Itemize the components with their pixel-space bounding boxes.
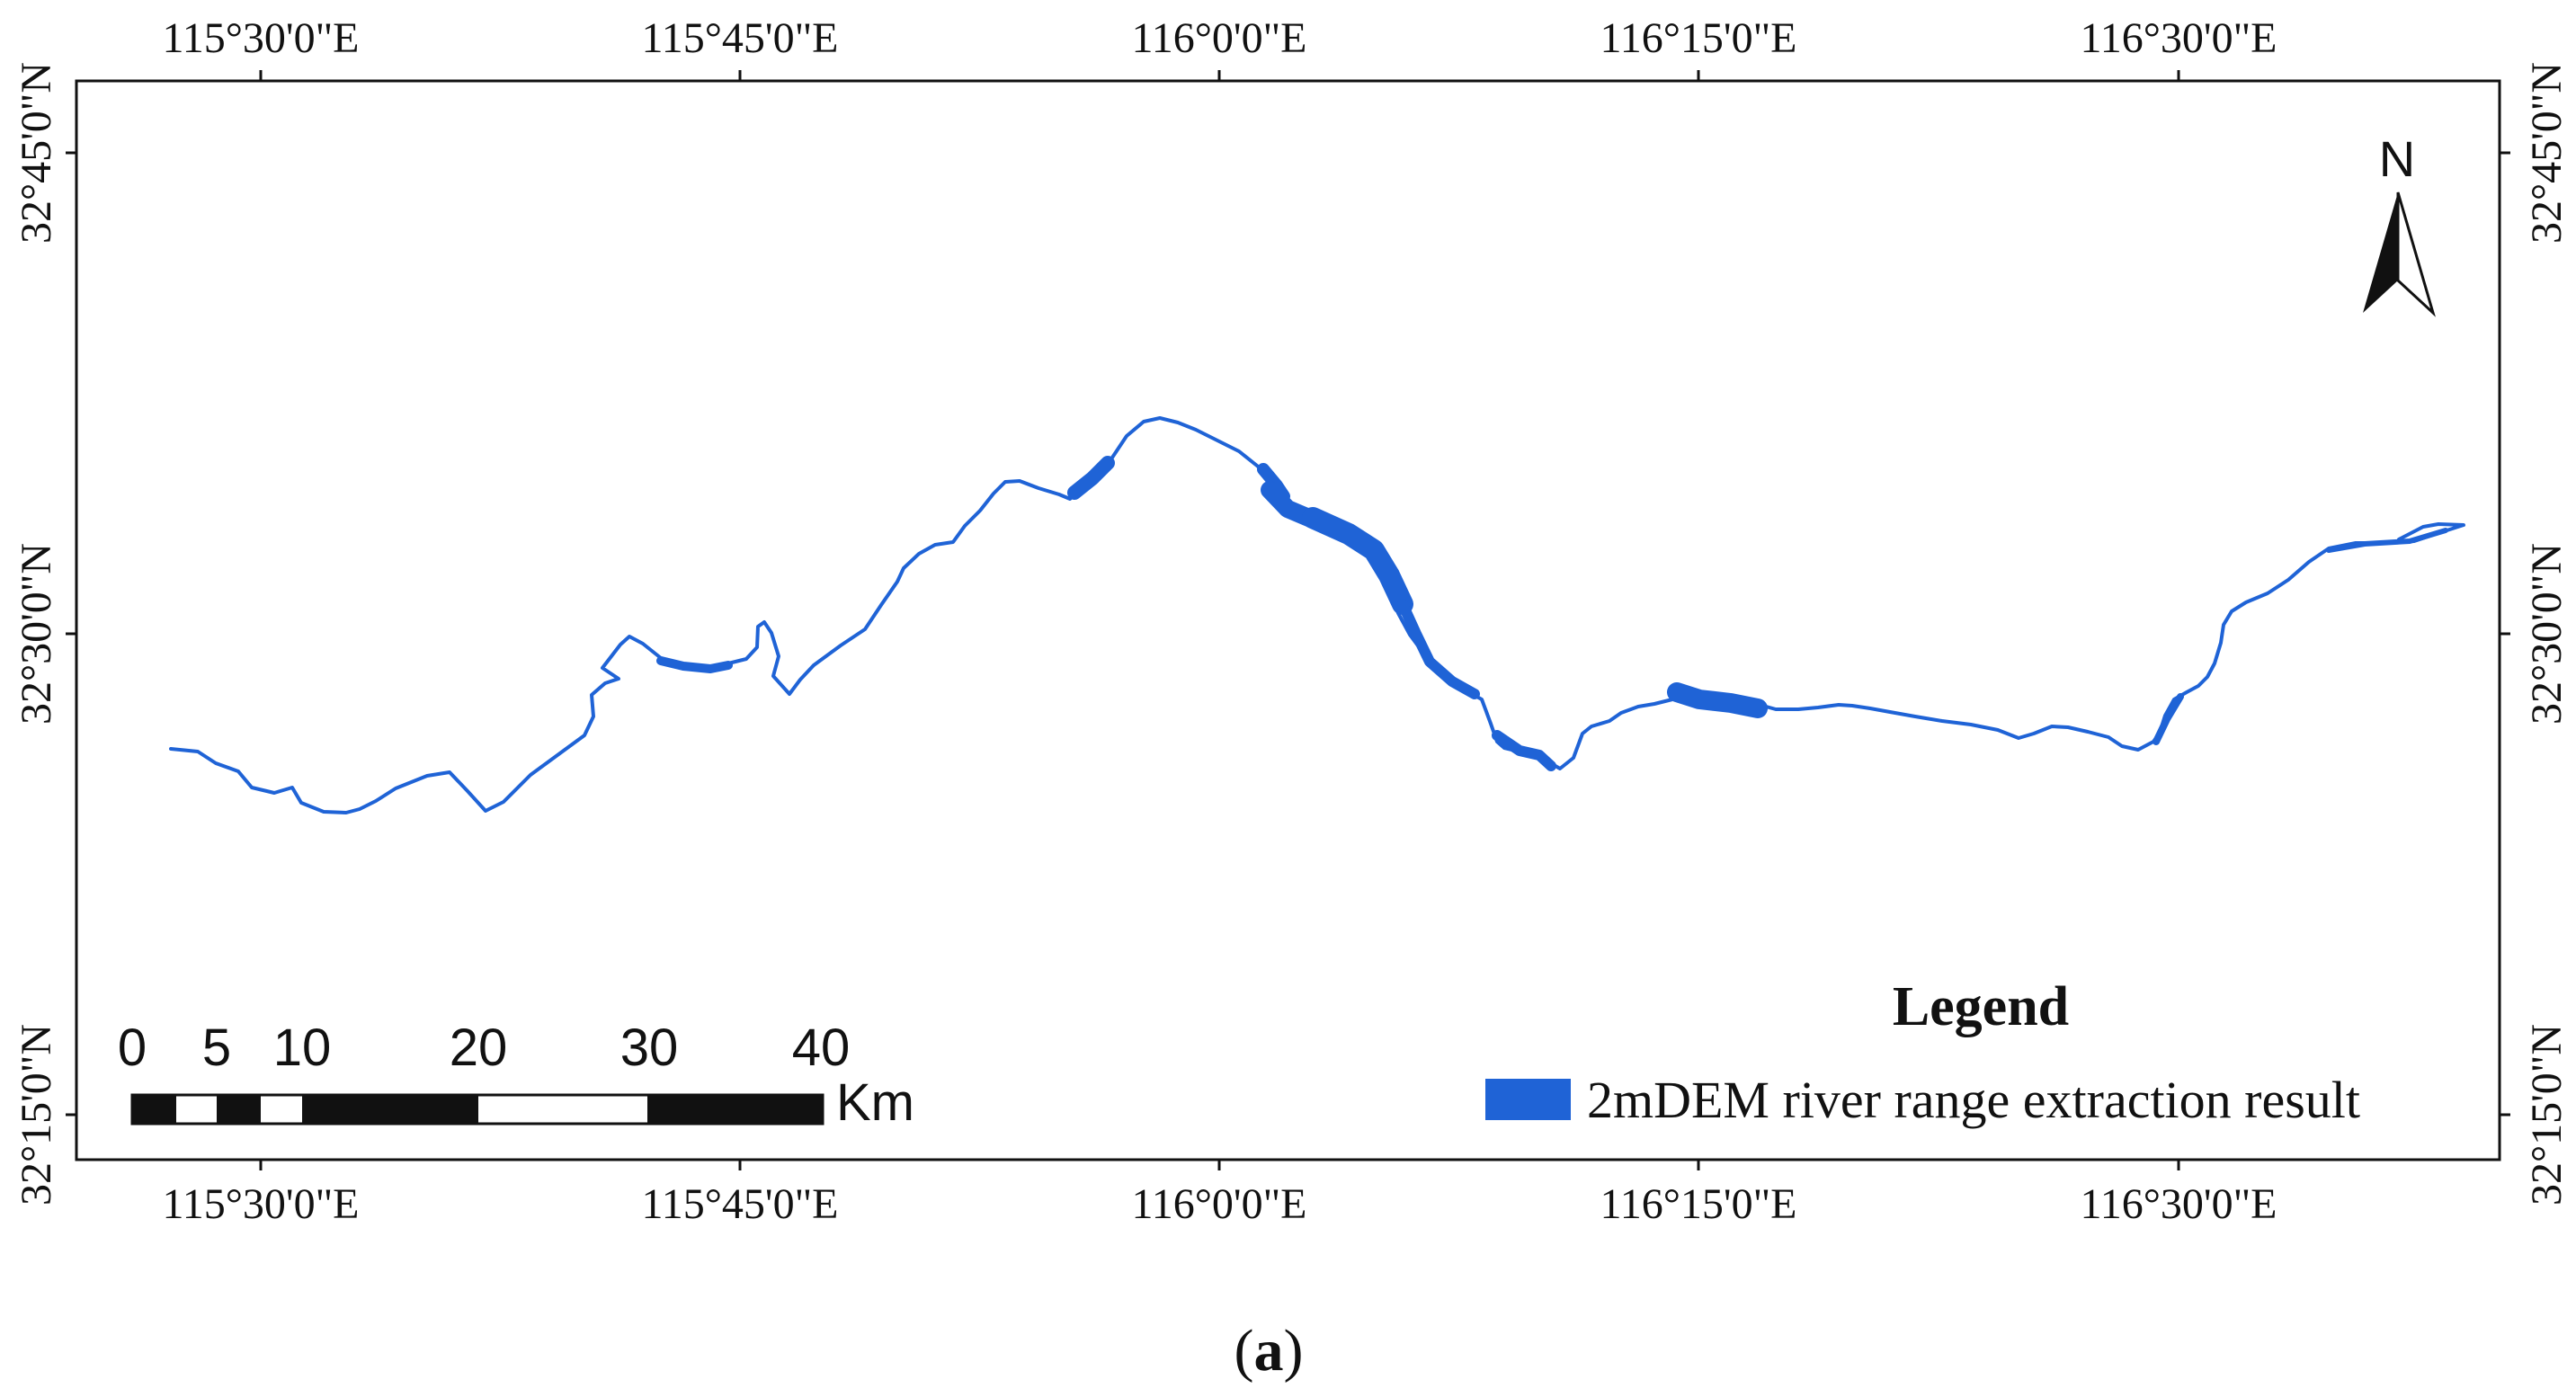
top-lon-label: 116°0'0"E: [1132, 14, 1307, 62]
river-braided-section: [2326, 528, 2448, 553]
top-lon-label: 116°30'0"E: [2081, 14, 2277, 62]
bottom-longitude-labels: 115°30'0"E 115°45'0"E 116°0'0"E 116°15'0…: [163, 1180, 2277, 1228]
river-channel: [169, 416, 2465, 814]
top-lon-label: 115°30'0"E: [163, 14, 360, 62]
top-lon-label: 116°15'0"E: [1600, 14, 1797, 62]
scale-bar-unit: Km: [836, 1073, 914, 1132]
caption-close-paren: ): [1284, 1318, 1304, 1384]
river-braided-section: [1397, 599, 1480, 699]
left-lat-label: 32°30'0"N: [13, 543, 60, 725]
left-latitude-labels: 32°45'0"N 32°30'0"N 32°15'0"N: [13, 62, 60, 1206]
caption-open-paren: (: [1235, 1318, 1254, 1384]
north-arrow-right-half: [2396, 191, 2436, 317]
right-latitude-labels: 32°45'0"N 32°30'0"N 32°15'0"N: [2523, 62, 2571, 1206]
river-braided-section: [1667, 682, 1768, 718]
legend-swatch: [1485, 1079, 1571, 1120]
top-lon-label: 115°45'0"E: [642, 14, 839, 62]
top-longitude-labels: 115°30'0"E 115°45'0"E 116°0'0"E 116°15'0…: [163, 14, 2277, 62]
scale-bar-label: 30: [620, 1019, 679, 1077]
scale-bar-segment: [302, 1095, 478, 1124]
scale-bar: 0 5 10 20 30 40 Km: [118, 1019, 914, 1132]
river-braided-section: [1302, 507, 1413, 615]
bottom-lon-label: 116°0'0"E: [1132, 1180, 1307, 1228]
river-braided-section: [1492, 730, 1556, 771]
legend-title: Legend: [1893, 976, 2069, 1037]
latitude-ticks: [66, 151, 2510, 1117]
scale-bar-label: 10: [273, 1019, 332, 1077]
longitude-ticks: [259, 70, 2180, 1170]
scale-bar-segment: [176, 1104, 217, 1115]
bottom-lon-label: 116°15'0"E: [1600, 1180, 1797, 1228]
left-lat-label: 32°15'0"N: [13, 1024, 60, 1206]
scale-bar-segment: [647, 1095, 823, 1124]
north-arrow: N: [2363, 130, 2436, 317]
scale-bar-segment: [478, 1104, 647, 1115]
caption-letter: a: [1254, 1318, 1284, 1384]
legend-item-label: 2mDEM river range extraction result: [1587, 1071, 2360, 1129]
right-lat-label: 32°15'0"N: [2523, 1024, 2571, 1206]
figure-caption: (a): [1235, 1318, 1304, 1384]
right-lat-label: 32°45'0"N: [2523, 62, 2571, 244]
legend: Legend 2mDEM river range extraction resu…: [1485, 976, 2360, 1129]
map-frame: [75, 79, 2501, 1161]
bottom-lon-label: 116°30'0"E: [2081, 1180, 2277, 1228]
north-arrow-label: N: [2379, 130, 2415, 187]
scale-bar-label: 20: [450, 1019, 508, 1077]
river-braided-section: [1067, 456, 1115, 500]
river-braided-section: [2153, 693, 2184, 745]
scale-bar-label: 40: [792, 1019, 851, 1077]
scale-bar-label: 5: [202, 1019, 231, 1077]
left-lat-label: 32°45'0"N: [13, 62, 60, 244]
scale-bar-segment: [132, 1095, 176, 1124]
river-braided-section: [656, 656, 733, 673]
bottom-lon-label: 115°45'0"E: [642, 1180, 839, 1228]
right-lat-label: 32°30'0"N: [2523, 543, 2571, 725]
scale-bar-segment: [261, 1104, 302, 1115]
scale-bar-segment: [217, 1095, 261, 1124]
bottom-lon-label: 115°30'0"E: [163, 1180, 360, 1228]
scale-bar-label: 0: [118, 1019, 147, 1077]
north-arrow-left-half: [2363, 192, 2398, 313]
